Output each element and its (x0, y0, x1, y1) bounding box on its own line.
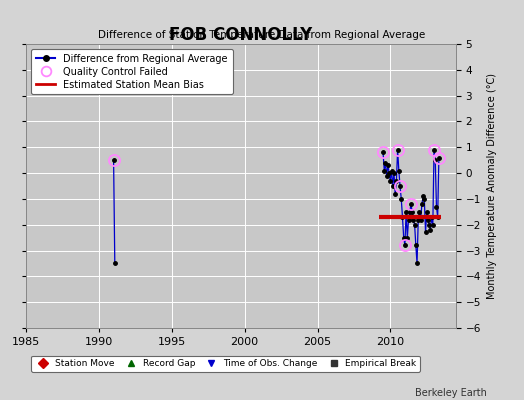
Y-axis label: Monthly Temperature Anomaly Difference (°C): Monthly Temperature Anomaly Difference (… (486, 73, 497, 299)
Text: Difference of Station Temperature Data from Regional Average: Difference of Station Temperature Data f… (99, 30, 425, 40)
Text: Berkeley Earth: Berkeley Earth (416, 388, 487, 398)
Title: FOB CONNOLLY: FOB CONNOLLY (169, 26, 313, 44)
Legend: Station Move, Record Gap, Time of Obs. Change, Empirical Break: Station Move, Record Gap, Time of Obs. C… (31, 356, 420, 372)
